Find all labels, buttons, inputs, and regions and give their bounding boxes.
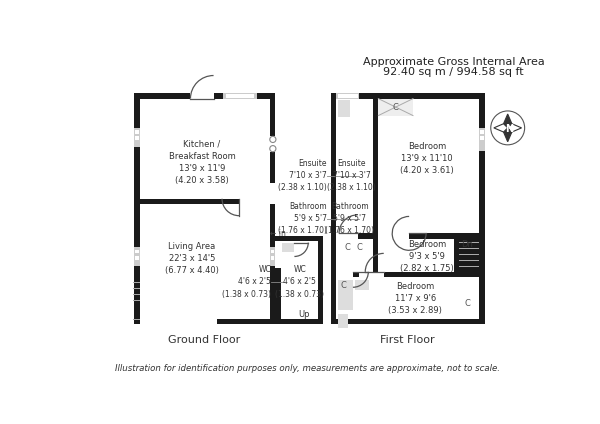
Text: Ground Floor: Ground Floor: [168, 335, 241, 345]
Bar: [270, 99, 275, 186]
Bar: [480, 137, 484, 140]
Bar: [133, 288, 140, 289]
Bar: [480, 130, 484, 134]
Bar: [331, 93, 485, 324]
Bar: [336, 233, 358, 239]
Bar: [223, 93, 257, 99]
Bar: [459, 236, 479, 237]
Bar: [459, 254, 479, 255]
Bar: [338, 100, 350, 117]
Text: C: C: [392, 103, 398, 112]
Bar: [271, 250, 274, 254]
Bar: [226, 96, 254, 98]
Bar: [271, 256, 274, 259]
Text: Illustration for identification purposes only, measurements are approximate, not: Illustration for identification purposes…: [115, 364, 500, 374]
Bar: [135, 256, 139, 259]
Bar: [133, 300, 140, 301]
Bar: [336, 93, 359, 99]
Bar: [282, 243, 293, 252]
Bar: [359, 272, 384, 277]
Bar: [373, 99, 379, 236]
Bar: [373, 236, 379, 274]
Text: Bedroom
13'9 x 11'10
(4.20 x 3.61): Bedroom 13'9 x 11'10 (4.20 x 3.61): [400, 142, 454, 176]
Circle shape: [270, 137, 276, 142]
Bar: [338, 94, 358, 95]
Bar: [134, 247, 140, 266]
Bar: [338, 96, 358, 98]
Bar: [140, 99, 270, 319]
Text: N: N: [505, 124, 514, 134]
Bar: [355, 279, 369, 290]
Bar: [459, 242, 479, 243]
Text: Bathroom
5'9 x 5'7
(1.76 x 1.70): Bathroom 5'9 x 5'7 (1.76 x 1.70): [278, 202, 327, 235]
Bar: [134, 93, 275, 324]
Text: ← in: ← in: [271, 229, 286, 238]
Text: Ensuite
7'10 x 3'7
(2.38 x 1.10): Ensuite 7'10 x 3'7 (2.38 x 1.10): [327, 159, 376, 192]
Bar: [379, 99, 413, 116]
Bar: [281, 241, 317, 319]
Bar: [226, 94, 254, 95]
Bar: [133, 282, 140, 283]
Bar: [135, 250, 139, 254]
Bar: [275, 241, 281, 268]
Bar: [459, 248, 479, 249]
Text: Up: Up: [298, 310, 310, 320]
Bar: [133, 312, 140, 313]
Bar: [336, 233, 479, 239]
Bar: [140, 319, 217, 324]
Bar: [134, 128, 140, 147]
Bar: [270, 247, 275, 266]
Text: 92.40 sq m / 994.58 sq ft: 92.40 sq m / 994.58 sq ft: [383, 67, 524, 78]
Text: Ensuite
7'10 x 3'7
(2.38 x 1.10): Ensuite 7'10 x 3'7 (2.38 x 1.10): [278, 159, 327, 192]
Text: C: C: [356, 243, 362, 252]
Text: WC
4'6 x 2'5
(1.38 x 0.73): WC 4'6 x 2'5 (1.38 x 0.73): [223, 265, 271, 298]
Bar: [190, 93, 214, 99]
Bar: [270, 183, 275, 204]
Bar: [135, 130, 139, 134]
Text: C: C: [344, 243, 350, 252]
Bar: [133, 294, 140, 295]
Bar: [479, 128, 485, 151]
Text: Dn: Dn: [461, 240, 473, 249]
Bar: [338, 279, 353, 310]
Text: Approximate Gross Internal Area: Approximate Gross Internal Area: [363, 57, 545, 67]
Bar: [336, 272, 479, 277]
Bar: [133, 319, 140, 320]
Bar: [454, 236, 485, 274]
Bar: [336, 272, 373, 277]
Bar: [140, 199, 270, 204]
Text: C: C: [341, 281, 347, 290]
Circle shape: [270, 145, 276, 152]
Polygon shape: [508, 124, 521, 132]
Bar: [338, 314, 349, 328]
Bar: [459, 266, 479, 267]
Text: Kitchen /
Breakfast Room
13'9 x 11'9
(4.20 x 3.58): Kitchen / Breakfast Room 13'9 x 11'9 (4.…: [169, 140, 235, 185]
Bar: [239, 199, 270, 204]
Text: C: C: [465, 299, 470, 308]
Bar: [459, 260, 479, 261]
Polygon shape: [503, 114, 512, 128]
Bar: [135, 137, 139, 140]
Text: Bedroom
11'7 x 9'6
(3.53 x 2.89): Bedroom 11'7 x 9'6 (3.53 x 2.89): [388, 282, 442, 315]
Bar: [379, 233, 409, 239]
Bar: [459, 236, 479, 269]
Bar: [336, 99, 479, 319]
Bar: [270, 136, 275, 152]
Text: Living Area
22'3 x 14'5
(6.77 x 4.40): Living Area 22'3 x 14'5 (6.77 x 4.40): [165, 242, 219, 276]
Polygon shape: [494, 124, 508, 132]
Text: First Floor: First Floor: [380, 335, 435, 345]
Text: WC
4'6 x 2'5
(1.38 x 0.73): WC 4'6 x 2'5 (1.38 x 0.73): [275, 265, 325, 298]
Bar: [336, 272, 353, 277]
Text: Bedroom
9'3 x 5'9
(2.82 x 1.75): Bedroom 9'3 x 5'9 (2.82 x 1.75): [400, 240, 454, 273]
Polygon shape: [503, 128, 512, 142]
Text: Bathroom
5'9 x 5'7
(1.76 x 1.70): Bathroom 5'9 x 5'7 (1.76 x 1.70): [325, 202, 374, 235]
Bar: [275, 236, 323, 324]
